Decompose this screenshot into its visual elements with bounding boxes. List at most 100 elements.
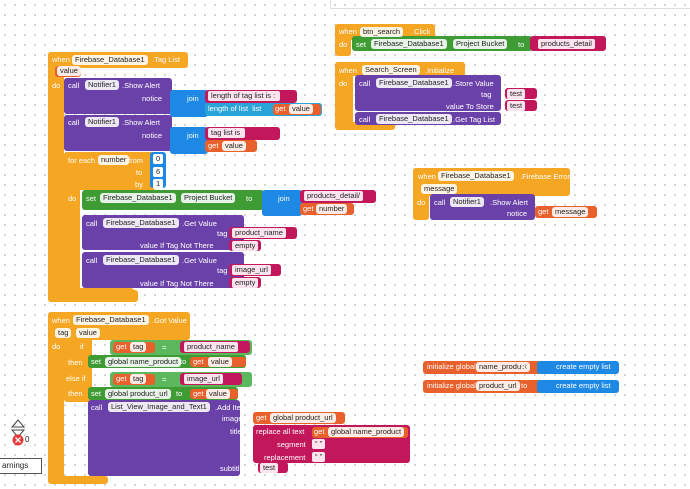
string-literal: product_name (184, 342, 238, 352)
block-label: get (538, 207, 549, 216)
block-label: = (162, 375, 167, 384)
dropdown-field: global product_url (105, 389, 171, 399)
block-shape (64, 338, 92, 402)
block-label: .Get Value (182, 256, 217, 265)
string-literal: empty (232, 278, 259, 288)
block-label: else if (66, 374, 86, 383)
block-label: tag (217, 229, 228, 238)
block-label: image (222, 414, 243, 423)
dropdown-field: tag (55, 328, 72, 338)
block-label: when (52, 316, 70, 325)
block-shape (88, 400, 240, 476)
block-label: from (128, 156, 143, 165)
string-literal: length of tag list is : (208, 91, 281, 101)
dropdown-field: Firebase_Database1 (371, 39, 447, 49)
string-literal: tag list is (208, 128, 246, 138)
block-shape (64, 152, 80, 296)
block-label: do (52, 81, 61, 90)
block-label: set (91, 389, 102, 398)
warnings-label[interactable]: arnings (2, 461, 29, 470)
block-label: subtitle (220, 464, 244, 473)
block-label: notice (507, 209, 528, 218)
block-shape (335, 62, 353, 128)
block-label: .Get Value (182, 219, 217, 228)
block-label: join (187, 131, 199, 140)
block-label: set (91, 357, 102, 366)
block-label: do (417, 198, 426, 207)
block-label: notice (142, 131, 163, 140)
block-shape (170, 90, 208, 117)
dropdown-field: global product_url (270, 413, 336, 423)
block-label: do (68, 194, 77, 203)
dropdown-field: Firebase_Database1 (376, 114, 452, 124)
dropdown-field: value (57, 66, 81, 76)
block-label: call (86, 219, 98, 228)
block-shape (64, 288, 134, 296)
dropdown-field: Firebase_Database1 (100, 193, 176, 203)
block-label: to (246, 194, 253, 203)
number-literal: 1 (153, 179, 164, 189)
block-label: replace all text (256, 427, 305, 436)
block-label: set (356, 40, 367, 49)
dropdown-field: product_url (476, 381, 520, 391)
block-label: get (275, 104, 286, 113)
dropdown-field: Firebase_Database1 (103, 255, 179, 265)
block-label: = (162, 343, 167, 352)
block-label: when (339, 27, 357, 36)
number-literal: 6 (153, 167, 164, 177)
dropdown-field: Project Bucket (181, 193, 236, 203)
block-label: value If Tag Not There (140, 279, 214, 288)
block-label: .Got Value (152, 316, 187, 325)
block-shape (48, 476, 108, 484)
warnings-toggle[interactable]: arnings (0, 458, 42, 474)
dropdown-field: Firebase_Database1 (103, 218, 179, 228)
block-label: tag (217, 266, 228, 275)
dropdown-field: tag (130, 374, 147, 384)
block-label: tag (481, 90, 492, 99)
block-label: by (135, 180, 143, 189)
string-literal: product_name (232, 228, 286, 238)
block-label: .Show Alert (490, 198, 528, 207)
block-label: then (68, 358, 83, 367)
block-label: to (521, 381, 528, 390)
block-label: join (187, 94, 199, 103)
dropdown-field: value (289, 104, 313, 114)
dropdown-field: List_View_Image_and_Text1 (108, 402, 210, 412)
block-label: replacement (264, 453, 306, 462)
dropdown-field: value (76, 328, 100, 338)
block-label: call (91, 403, 103, 412)
dropdown-field: value (222, 141, 246, 151)
block-label: get (314, 427, 325, 436)
block-label: do (339, 40, 348, 49)
block-label: join (278, 194, 290, 203)
block-label: to (180, 357, 187, 366)
block-label: create empty list (556, 362, 611, 371)
dropdown-field: btn_search (360, 27, 404, 37)
warnings-icons (10, 419, 26, 446)
dropdown-field: message (421, 184, 458, 194)
block-shape (413, 168, 429, 220)
dropdown-field: message (552, 207, 589, 217)
block-label: notice (142, 94, 163, 103)
number-literal: 0 (153, 154, 164, 164)
block-label: title (230, 427, 242, 436)
block-label: get (256, 413, 267, 422)
block-label: initialize global (427, 381, 476, 390)
block-label: get (193, 389, 204, 398)
block-shape (537, 380, 619, 393)
block-label: do (339, 79, 348, 88)
block-label: then (68, 389, 83, 398)
block-label: to (176, 389, 183, 398)
block-label: set (86, 194, 97, 203)
block-label: to (521, 362, 528, 371)
string-literal: products_detail (538, 39, 595, 49)
string-literal: products_detail/ (304, 191, 363, 201)
block-label: call (359, 79, 371, 88)
block-label: value If Tag Not There (140, 241, 214, 250)
block-label: .Tag List (152, 55, 180, 64)
block-label: when (339, 66, 357, 75)
dropdown-field: Search_Screen (362, 65, 420, 75)
block-label: call (86, 256, 98, 265)
block-label: get (208, 141, 219, 150)
